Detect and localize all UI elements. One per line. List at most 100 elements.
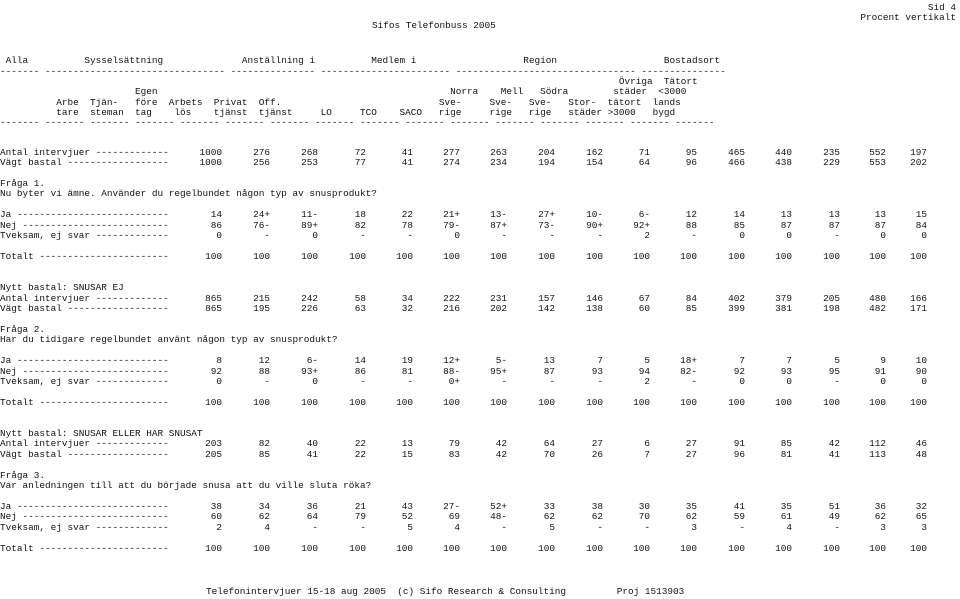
- answer-row-cell: 18: [354, 209, 366, 220]
- total-row-cell: 100: [823, 251, 840, 262]
- count-row-cell: 203: [205, 438, 222, 449]
- answer-row-cell: 30: [638, 501, 650, 512]
- answer-row-cell: 85: [733, 220, 745, 231]
- weighted-row-cell: 381: [775, 303, 792, 314]
- total-row-cell: 100: [775, 251, 792, 262]
- answer-row-cell: 2: [644, 376, 650, 387]
- answer-row-cell: 6-: [638, 209, 650, 220]
- count-row-cell: 22: [354, 438, 366, 449]
- count-row-cell: 64: [543, 438, 555, 449]
- answer-row-cell: 76-: [253, 220, 270, 231]
- total-row-cell: 100: [910, 543, 927, 554]
- question-number: Fråga 2.: [0, 324, 46, 335]
- answer-row-cell: 90+: [586, 220, 603, 231]
- total-row-cell: 100: [349, 543, 366, 554]
- answer-row-cell: 78: [401, 220, 413, 231]
- count-row-cell: 197: [910, 147, 927, 158]
- count-row-label: Antal intervjuer -------------: [0, 293, 169, 304]
- answer-row-cell: 12: [685, 209, 697, 220]
- answer-row-cell: 14: [354, 355, 366, 366]
- answer-row-cell: -: [501, 376, 507, 387]
- total-row-cell: 100: [349, 397, 366, 408]
- weighted-row-cell: 70: [543, 449, 555, 460]
- weighted-row-cell: 216: [443, 303, 460, 314]
- total-row-cell: 100: [396, 543, 413, 554]
- weighted-row-label: Vägt bastal ------------------: [0, 157, 169, 168]
- answer-row-cell: 21: [354, 501, 366, 512]
- answer-row-cell: 70: [638, 511, 650, 522]
- answer-row-cell: 86: [354, 366, 366, 377]
- weighted-row-cell: 48: [915, 449, 927, 460]
- answer-row-label: Nej --------------------------: [0, 220, 169, 231]
- answer-row-cell: 62: [543, 511, 555, 522]
- answer-row-cell: 0: [739, 376, 745, 387]
- answer-row-cell: 64: [306, 511, 318, 522]
- weighted-row-cell: 194: [538, 157, 555, 168]
- total-row-label: Totalt -----------------------: [0, 251, 169, 262]
- total-row-cell: 100: [490, 251, 507, 262]
- weighted-row-cell: 253: [301, 157, 318, 168]
- total-row-cell: 100: [586, 543, 603, 554]
- total-row-cell: 100: [823, 397, 840, 408]
- answer-row-cell: 73-: [538, 220, 555, 231]
- weighted-row-cell: 202: [490, 303, 507, 314]
- answer-row-cell: 5: [834, 355, 840, 366]
- answer-row-cell: 62: [874, 511, 886, 522]
- count-row-cell: 58: [354, 293, 366, 304]
- weighted-row-cell: 15: [401, 449, 413, 460]
- answer-row-label: Nej --------------------------: [0, 511, 169, 522]
- answer-row-cell: 92+: [633, 220, 650, 231]
- answer-row-cell: 52+: [490, 501, 507, 512]
- answer-row-cell: 62: [591, 511, 603, 522]
- count-row-cell: 205: [823, 293, 840, 304]
- weighted-row-cell: 142: [538, 303, 555, 314]
- answer-row-cell: 33: [543, 501, 555, 512]
- count-row-cell: 166: [910, 293, 927, 304]
- total-row-cell: 100: [633, 251, 650, 262]
- count-row-cell: 865: [205, 293, 222, 304]
- count-row-cell: 85: [780, 438, 792, 449]
- answer-row-cell: 92: [210, 366, 222, 377]
- answer-row-cell: 95: [828, 366, 840, 377]
- answer-row-cell: -: [264, 376, 270, 387]
- answer-row-cell: 93: [591, 366, 603, 377]
- count-row-cell: 6: [644, 438, 650, 449]
- answer-row-cell: 0: [880, 230, 886, 241]
- answer-row-cell: 35: [685, 501, 697, 512]
- answer-row-cell: 5: [407, 522, 413, 533]
- answer-row-cell: 43: [401, 501, 413, 512]
- total-row-cell: 100: [301, 397, 318, 408]
- count-row-cell: 91: [733, 438, 745, 449]
- answer-row-cell: 22: [401, 209, 413, 220]
- weighted-row-cell: 195: [253, 303, 270, 314]
- answer-row-cell: 13-: [490, 209, 507, 220]
- answer-row-cell: 87+: [490, 220, 507, 231]
- answer-row-cell: 3: [691, 522, 697, 533]
- total-row-cell: 100: [301, 251, 318, 262]
- weighted-row-cell: 171: [910, 303, 927, 314]
- count-row-cell: 465: [728, 147, 745, 158]
- total-row-cell: 100: [396, 397, 413, 408]
- total-row-cell: 100: [869, 543, 886, 554]
- answer-row-cell: -: [597, 376, 603, 387]
- answer-row-cell: 5: [644, 355, 650, 366]
- total-row-cell: 100: [538, 251, 555, 262]
- answer-row-cell: 5-: [495, 355, 507, 366]
- total-row-cell: 100: [775, 397, 792, 408]
- answer-row-cell: 90: [915, 366, 927, 377]
- total-row-cell: 100: [538, 397, 555, 408]
- total-row-cell: 100: [633, 397, 650, 408]
- answer-row-cell: 0: [739, 230, 745, 241]
- answer-row-label: Tveksam, ej svar -------------: [0, 376, 169, 387]
- weighted-row-cell: 466: [728, 157, 745, 168]
- weighted-row-cell: 83: [448, 449, 460, 460]
- header-line: Övriga Tätort: [0, 76, 698, 87]
- count-row-cell: 84: [685, 293, 697, 304]
- answer-row-cell: 10: [915, 355, 927, 366]
- total-row-cell: 100: [728, 543, 745, 554]
- weighted-row-cell: 32: [401, 303, 413, 314]
- weighted-row-cell: 154: [586, 157, 603, 168]
- answer-row-cell: 38: [591, 501, 603, 512]
- answer-row-cell: 92: [733, 366, 745, 377]
- answer-row-label: Ja ---------------------------: [0, 501, 169, 512]
